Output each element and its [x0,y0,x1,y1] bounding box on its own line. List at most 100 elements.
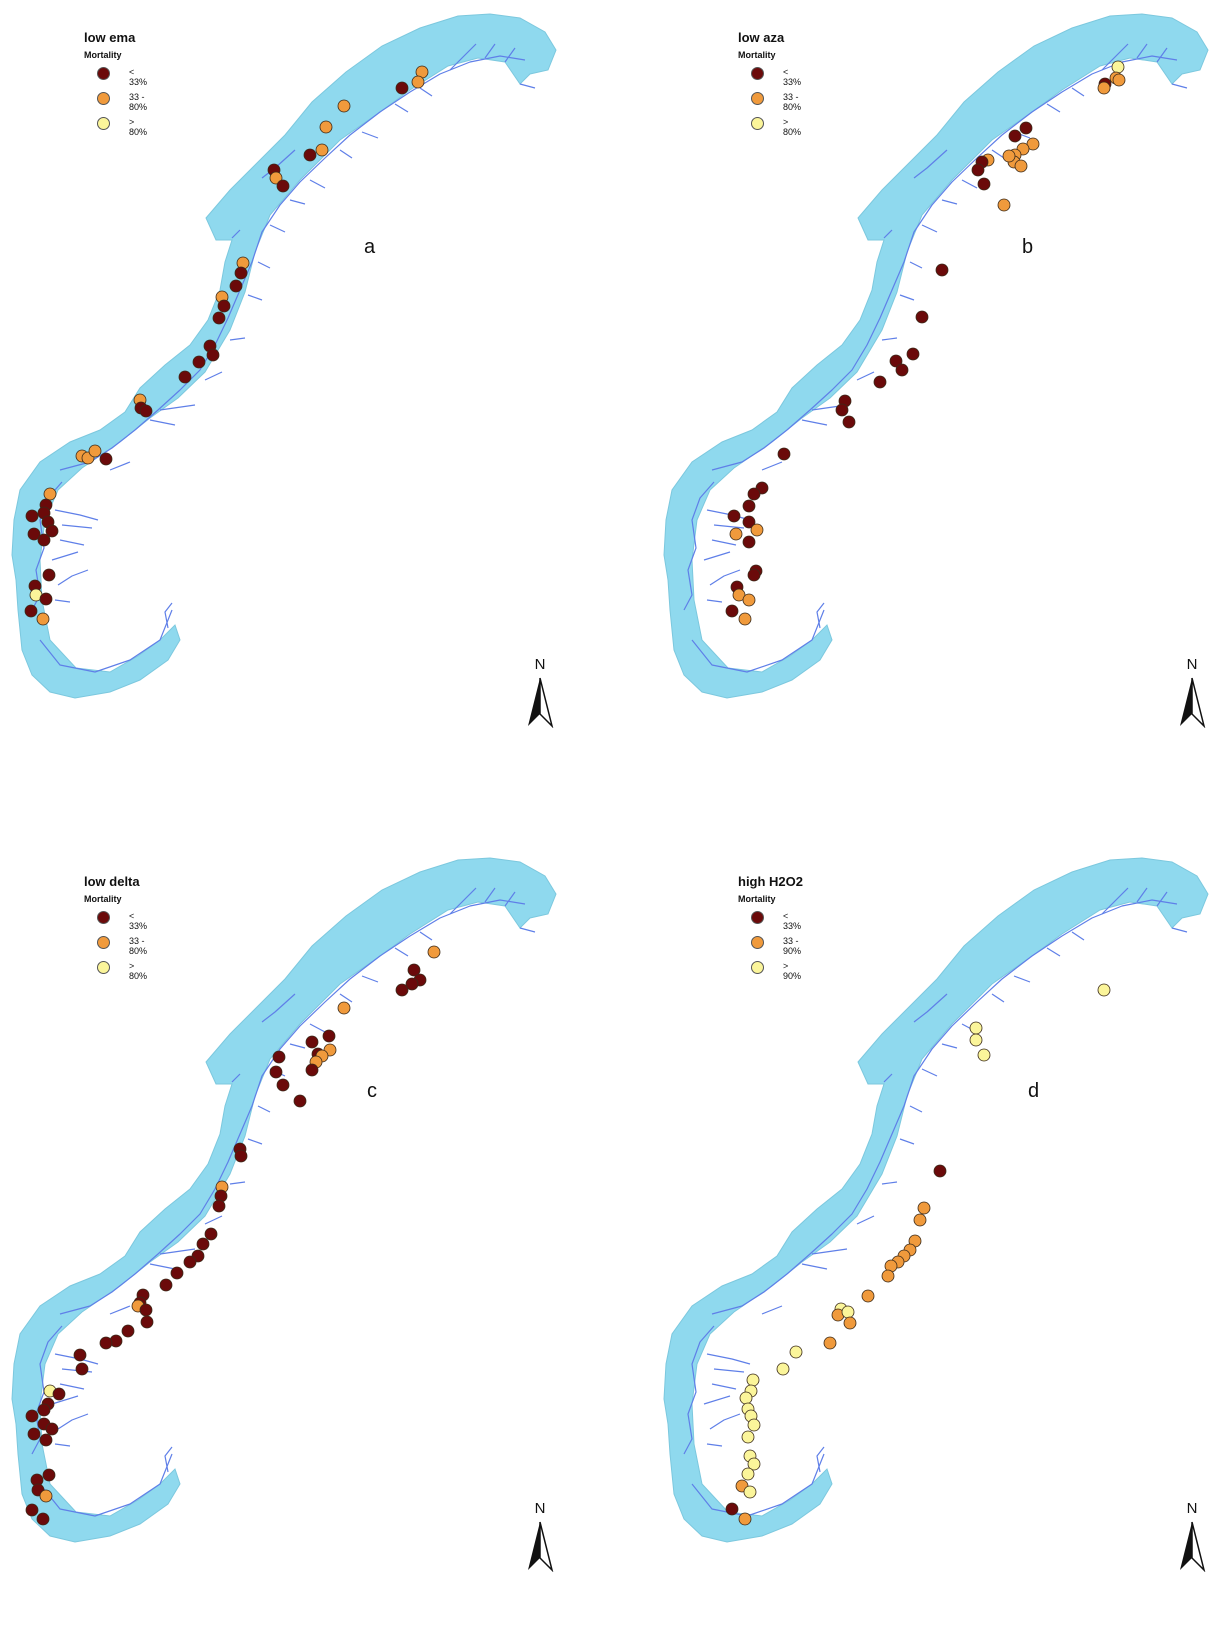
sampling-site-mid [1097,81,1111,95]
sampling-site-low [42,568,56,582]
sampling-site-low [727,509,741,523]
legend-label: < 33% [783,67,802,87]
legend-subtitle: Mortality [84,50,122,60]
sampling-site-mid [319,120,333,134]
sampling-site-mid [729,527,743,541]
sampling-site-high [969,1021,983,1035]
low-mortality-dot [97,911,110,924]
sampling-site-low [407,963,421,977]
sampling-site-low [234,266,248,280]
sampling-site-low [183,1255,197,1269]
sampling-site-mid [269,171,283,185]
low-mortality-dot [97,67,110,80]
north-arrow: N [1172,656,1210,728]
sampling-site-mid [36,612,50,626]
sampling-site-mid [913,1213,927,1227]
high-mortality-dot [97,961,110,974]
legend-label: < 33% [783,911,802,931]
sampling-site-high [969,1033,983,1047]
sampling-site-low [742,535,756,549]
map-panel-a: low ema Mortality < 33% 33 - 80% > 80% a… [0,0,605,786]
sampling-site-low [42,1468,56,1482]
north-arrow: N [520,1500,560,1572]
sampling-site-low [276,179,290,193]
sampling-site-low [229,279,243,293]
legend-subtitle: Mortality [84,894,122,904]
sampling-site-low [269,1065,283,1079]
sampling-site-low [395,81,409,95]
sampling-site-mid [823,1336,837,1350]
coastline-map [663,857,1209,1543]
sampling-site-low [75,1362,89,1376]
sampling-site-low [1019,121,1033,135]
sampling-site-low [192,355,206,369]
panel-letter: d [1028,1080,1040,1102]
legend-title: low aza [738,30,785,45]
north-arrow: N [520,656,560,728]
sampling-site-low [272,1050,286,1064]
legend-label: 33 - 80% [129,92,148,112]
sampling-site-mid [732,588,746,602]
sampling-site-low [835,403,849,417]
sampling-site-low [322,1029,336,1043]
legend-item-low: < 33% [738,60,801,87]
sampling-site-low [39,1433,53,1447]
legend-label: 33 - 90% [783,936,802,956]
legend-label: > 80% [129,961,148,981]
legend-item-mid: 33 - 90% [738,929,803,956]
legend-item-mid: 33 - 80% [84,85,147,112]
sampling-site-mid [88,444,102,458]
sampling-site-high [977,1048,991,1062]
panel-letter: c [367,1080,377,1102]
legend-title: high H2O2 [738,874,804,889]
sampling-site-low [140,1315,154,1329]
sampling-site-low [212,311,226,325]
sampling-site-high [841,1305,855,1319]
sampling-site-mid [1026,137,1040,151]
sampling-site-low [139,1303,153,1317]
sampling-site-low [159,1278,173,1292]
coastline-map [11,13,557,699]
sampling-site-mid [427,945,441,959]
legend-item-mid: 33 - 80% [84,929,147,956]
legend-item-low: < 33% [84,60,147,87]
sampling-site-high [1111,60,1125,74]
sampling-site-mid [1014,159,1028,173]
panel-letter: b [1022,236,1034,258]
legend-item-low: < 33% [84,904,147,931]
sampling-site-low [99,1336,113,1350]
mid-mortality-dot [97,92,110,105]
sampling-site-low [39,592,53,606]
sampling-site-high [776,1362,790,1376]
map-legend: low aza Mortality < 33% 33 - 80% > 80% [738,30,801,137]
sampling-site-low [777,447,791,461]
legend-label: > 80% [129,117,148,137]
sampling-site-low [217,299,231,313]
sampling-site-low [305,1035,319,1049]
sampling-site-low [27,527,41,541]
sampling-site-low [170,1266,184,1280]
sampling-site-mid [742,593,756,607]
sampling-site-low [293,1094,307,1108]
map-legend: high H2O2 Mortality < 33% 33 - 90% > 90% [738,874,804,981]
sampling-site-low [25,1409,39,1423]
sampling-site-high [741,1467,755,1481]
sampling-site-mid [43,487,57,501]
sampling-site-low [24,604,38,618]
sampling-site-low [178,370,192,384]
sampling-site-mid [1112,73,1126,87]
high-mortality-dot [97,117,110,130]
legend-subtitle: Mortality [738,50,776,60]
sampling-site-low [196,1237,210,1251]
sampling-site-low [52,1387,66,1401]
north-label: N [534,656,546,673]
sampling-site-mid [881,1269,895,1283]
sampling-site-mid [861,1289,875,1303]
legend-label: 33 - 80% [783,92,802,112]
sampling-site-low [933,1164,947,1178]
legend-item-high: > 80% [738,110,801,137]
north-arrow-icon [528,677,554,728]
legend-label: < 33% [129,911,148,931]
north-label: N [534,1500,546,1517]
sampling-site-mid [843,1316,857,1330]
